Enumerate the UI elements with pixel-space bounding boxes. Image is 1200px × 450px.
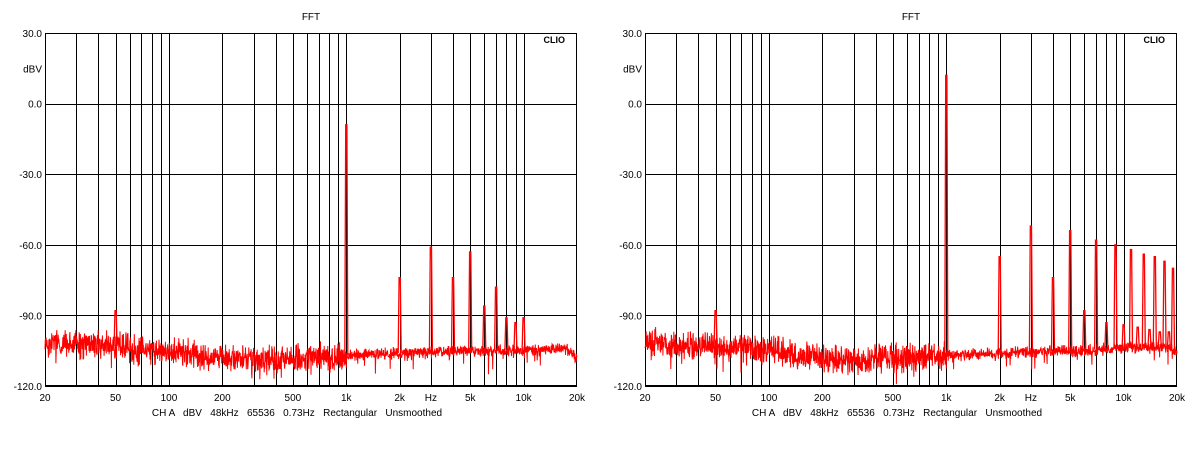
x-tick-label: 2k	[994, 393, 1006, 404]
measurement-footer: CH A dBV 48kHz 65536 0.73Hz Rectangular …	[752, 408, 1042, 419]
y-tick-label: 0.0	[628, 100, 642, 111]
fft-peak	[113, 310, 118, 347]
fft-peak	[1104, 321, 1109, 350]
x-tick-label: 50	[710, 393, 722, 404]
fft-noise-trace	[44, 329, 578, 380]
fft-peak	[1170, 267, 1176, 351]
plot-area	[45, 33, 577, 386]
x-tick-label: 5k	[465, 393, 477, 404]
plot-frame	[645, 33, 1177, 386]
x-tick-label: 20k	[1169, 393, 1186, 404]
clio-brand-label: CLIO	[1144, 35, 1166, 45]
y-tick-label: -120.0	[614, 382, 643, 393]
y-tick-label: 0.0	[28, 100, 42, 111]
x-axis-label: Hz	[1025, 393, 1037, 404]
fft-peak	[713, 310, 718, 347]
fft-peak	[997, 255, 1002, 354]
fft-noise-trace	[644, 326, 1178, 385]
measurement-footer: CH A dBV 48kHz 65536 0.73Hz Rectangular …	[152, 408, 442, 419]
y-tick-label: -90.0	[619, 311, 642, 322]
y-axis-label: dBV	[23, 64, 42, 75]
fft-peak	[1152, 255, 1157, 347]
fft-peak	[397, 277, 402, 354]
x-tick-label: 100	[161, 393, 178, 404]
x-tick-label: 50	[110, 393, 122, 404]
fft-peak	[482, 305, 487, 351]
fft-peak	[450, 277, 456, 352]
y-tick-label: -90.0	[19, 311, 42, 322]
x-tick-label: 1k	[941, 393, 953, 404]
fft-peak	[944, 74, 949, 356]
fft-peak	[1135, 326, 1140, 348]
y-tick-label: -30.0	[619, 170, 642, 181]
fft-peak	[428, 246, 434, 353]
fft-peak	[1028, 225, 1034, 353]
y-tick-label: -60.0	[619, 241, 642, 252]
x-tick-label: 20k	[569, 393, 586, 404]
x-tick-label: 200	[814, 393, 831, 404]
plot-frame	[45, 33, 577, 386]
fft-peak	[1050, 277, 1056, 352]
clio-brand-label: CLIO	[544, 35, 566, 45]
fft-peak	[1093, 239, 1099, 350]
x-tick-label: 2k	[394, 393, 406, 404]
y-axis-label: dBV	[623, 64, 642, 75]
fft-chart-left: 30.0 0.0 -30.0 -60.0 -90.0 -120.0 dBV 20 50 100 20…	[14, 12, 586, 419]
x-tick-label: 200	[214, 393, 231, 404]
x-tick-label: 10k	[516, 393, 533, 404]
x-tick-label: 100	[761, 393, 778, 404]
fft-peak	[344, 124, 349, 356]
fft-peak	[1141, 253, 1146, 348]
chart-title: FFT	[902, 12, 920, 23]
y-tick-label: -30.0	[19, 170, 42, 181]
fft-peak	[1113, 244, 1118, 349]
y-tick-label: -60.0	[19, 241, 42, 252]
y-tick-label: 30.0	[623, 29, 643, 40]
fft-peak	[1128, 248, 1134, 348]
fft-peak	[1147, 328, 1152, 347]
fft-peak	[468, 251, 473, 351]
plot-area	[645, 33, 1177, 386]
fft-peak	[521, 317, 526, 351]
fft-chart-right: 30.0 0.0 -30.0 -60.0 -90.0 -120.0 dBV 20 50 100 20…	[614, 12, 1186, 419]
x-tick-label: 1k	[341, 393, 353, 404]
chart-title: FFT	[302, 12, 320, 23]
fft-peak	[1121, 324, 1126, 349]
x-tick-label: 20	[39, 393, 51, 404]
grid	[45, 33, 577, 387]
fft-peak	[1068, 230, 1073, 351]
y-tick-label: -120.0	[14, 382, 43, 393]
x-tick-label: 5k	[1065, 393, 1077, 404]
x-tick-label: 500	[885, 393, 902, 404]
fft-peak	[513, 321, 518, 351]
fft-peak	[493, 286, 499, 351]
fft-peak	[1162, 260, 1167, 347]
fft-peak	[1082, 310, 1087, 351]
fft-peak	[504, 317, 509, 351]
fft-peak	[1166, 331, 1172, 349]
grid	[645, 33, 1177, 387]
x-tick-label: 20	[639, 393, 651, 404]
x-axis-label: Hz	[425, 393, 437, 404]
fft-peak	[1157, 331, 1162, 347]
y-tick-label: 30.0	[23, 29, 43, 40]
x-tick-label: 500	[285, 393, 302, 404]
x-tick-label: 10k	[1116, 393, 1133, 404]
